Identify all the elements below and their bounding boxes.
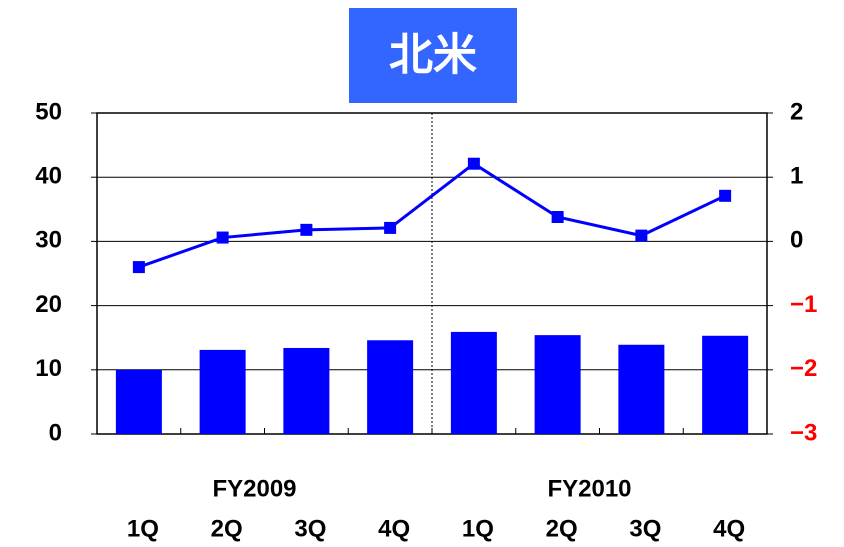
y2-tick-label: −1 <box>790 291 817 318</box>
y2-tick-label: 0 <box>790 227 803 254</box>
x-tick-label: 2Q <box>211 515 243 542</box>
line <box>138 161 726 269</box>
marker <box>551 211 564 224</box>
marker <box>300 223 313 236</box>
group-label: FY2009 <box>212 475 296 502</box>
x-tick-label: 4Q <box>378 515 410 542</box>
marker <box>467 157 480 170</box>
y-tick-label: 20 <box>35 291 62 318</box>
x-tick-label: 3Q <box>629 515 661 542</box>
bar <box>115 369 162 434</box>
bar <box>283 347 330 434</box>
bar <box>618 344 665 434</box>
group-label: FY2010 <box>547 475 631 502</box>
marker <box>132 261 145 274</box>
y-tick-label: 0 <box>49 419 62 446</box>
y2-tick-label: 1 <box>790 163 803 190</box>
bar <box>702 335 749 434</box>
title-box <box>349 8 517 103</box>
marker <box>635 229 648 242</box>
bar <box>367 340 414 434</box>
x-tick-label: 3Q <box>294 515 326 542</box>
x-tick-label: 2Q <box>546 515 578 542</box>
y2-tick-label: −3 <box>790 419 817 446</box>
bar <box>199 349 246 434</box>
marker <box>719 189 732 202</box>
y-tick-label: 50 <box>35 98 62 125</box>
chart-title: 北米 <box>389 31 477 80</box>
x-tick-label: 1Q <box>462 515 494 542</box>
y2-tick-label: −2 <box>790 355 817 382</box>
x-tick-label: 4Q <box>713 515 745 542</box>
bar <box>450 331 497 434</box>
marker <box>384 221 397 234</box>
x-tick-label: 1Q <box>127 515 159 542</box>
y2-tick-label: 2 <box>790 98 803 125</box>
bar <box>534 335 581 434</box>
y-tick-label: 30 <box>35 227 62 254</box>
y-tick-label: 40 <box>35 163 62 190</box>
marker <box>216 231 229 244</box>
y-tick-label: 10 <box>35 355 62 382</box>
